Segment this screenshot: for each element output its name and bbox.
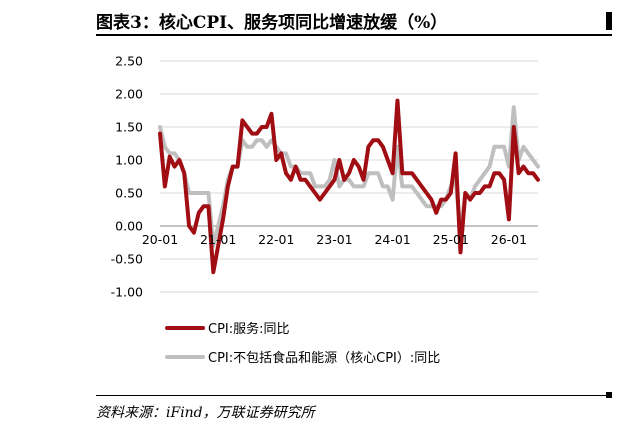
source-note: 资料来源：iFind，万联证券研究所 [96, 405, 315, 421]
series-layer [158, 98, 540, 275]
x-tick-label: 23-01 [316, 232, 352, 247]
y-tick-label: 2.00 [115, 87, 143, 102]
line-chart: 2.50 2.00 1.50 1.00 0.50 0.00 -0.50 -1.00 20-01… [111, 54, 540, 366]
x-tick-label: 22-01 [258, 232, 294, 247]
x-tick-label: 20-01 [142, 232, 178, 247]
x-tick-label: 21-01 [200, 232, 236, 247]
chart-title: 图表3：核心CPI、服务项同比增速放缓（%） [96, 13, 448, 33]
y-tick-label: 0.50 [115, 186, 143, 201]
y-tick-label: 2.50 [115, 54, 143, 69]
y-tick-label: 1.50 [115, 120, 143, 135]
x-tick-label: 24-01 [374, 232, 410, 247]
y-tick-label: -0.50 [111, 252, 143, 267]
x-tick-labels: 20-01 21-01 22-01 23-01 24-01 25-01 26-01 [142, 232, 527, 247]
y-tick-labels: 2.50 2.00 1.50 1.00 0.50 0.00 -0.50 -1.00 [111, 54, 143, 300]
x-tick-label: 25-01 [433, 232, 469, 247]
y-tick-label: 0.00 [115, 219, 143, 234]
title-bar-end-mark [606, 12, 612, 30]
x-tick-label: 26-01 [491, 232, 527, 247]
legend: CPI:服务:同比 CPI:不包括食品和能源（核心CPI）:同比 [165, 321, 440, 366]
y-tick-label: -1.00 [111, 285, 143, 300]
y-tick-label: 1.00 [115, 153, 143, 168]
legend-label: CPI:服务:同比 [208, 321, 290, 337]
footer-divider [96, 395, 612, 396]
title-bar: 图表3：核心CPI、服务项同比增速放缓（%） [96, 6, 612, 36]
legend-label: CPI:不包括食品和能源（核心CPI）:同比 [208, 350, 440, 366]
footer-end-mark [606, 392, 612, 398]
series-line-services [158, 98, 540, 275]
